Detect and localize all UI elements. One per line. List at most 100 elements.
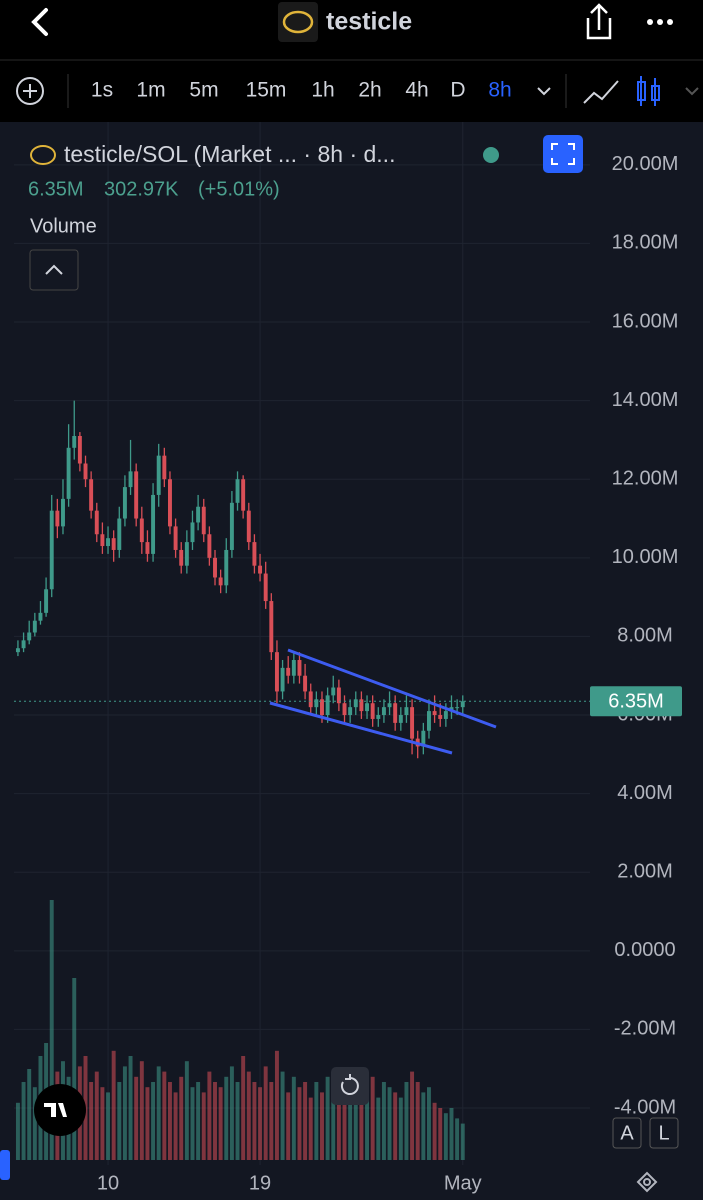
page-title: testicle (326, 8, 412, 36)
scale-button[interactable]: A (620, 1122, 634, 1144)
interval-button[interactable]: 4h (405, 79, 428, 102)
scale-button-frame[interactable] (612, 1117, 642, 1149)
candle-body (241, 479, 246, 511)
candle-body (151, 494, 156, 554)
chart-pane (0, 122, 703, 1200)
volume-bar (224, 1076, 229, 1160)
volume-bar (370, 1076, 375, 1160)
volume-bar (426, 1087, 431, 1160)
volume-bar (286, 1092, 291, 1160)
last-price-tag (590, 686, 682, 717)
candle-body (365, 703, 370, 712)
volume-bar (308, 1097, 313, 1160)
candle-body (235, 479, 240, 503)
interval-button[interactable]: 1m (136, 79, 165, 102)
y-tick-label: 4.00M (617, 782, 673, 804)
volume-bar (151, 1082, 156, 1160)
candle-body (252, 542, 257, 566)
candle-body (156, 455, 161, 495)
candle-body (460, 701, 465, 708)
volume-bar (139, 1061, 144, 1160)
chart-type-button[interactable] (637, 76, 660, 106)
volume-bar (438, 1108, 443, 1160)
volume-bar (421, 1092, 426, 1160)
volume-bar (297, 1087, 302, 1160)
interval-button[interactable]: 1s (91, 79, 113, 102)
volume-bar (320, 1092, 324, 1160)
volume-bar (15, 1102, 20, 1160)
volume-bar (167, 1082, 172, 1160)
volume-bar (201, 1092, 206, 1160)
candle-body (398, 715, 403, 723)
volume-bar (410, 1071, 415, 1160)
volume-bar (269, 1082, 274, 1160)
volume-bar (128, 1056, 133, 1160)
volume-bar (156, 1066, 161, 1160)
more-button[interactable] (647, 19, 673, 25)
interval-button[interactable]: 8h (488, 79, 511, 102)
fullscreen-button[interactable] (543, 135, 583, 173)
candle-body (432, 711, 437, 716)
back-button[interactable] (31, 8, 48, 36)
volume-bar (365, 1092, 370, 1160)
volume-bar (359, 1082, 364, 1160)
volume-bar (196, 1082, 201, 1160)
candle-body (139, 518, 144, 543)
settings-button[interactable] (636, 1171, 658, 1193)
volume-bar (387, 1087, 392, 1160)
y-tick-label: 20.00M (612, 153, 679, 175)
scale-button[interactable]: L (658, 1122, 669, 1144)
candle-body (258, 565, 263, 574)
candle-body (55, 510, 60, 527)
candle-body (370, 703, 375, 719)
interval-button[interactable]: 1h (311, 79, 334, 102)
interval-button[interactable]: 5m (189, 79, 218, 102)
candle-body (134, 471, 139, 519)
candle-body (49, 510, 54, 590)
candle-body (44, 589, 49, 613)
volume-bar (134, 1076, 139, 1160)
drawing-tool-button[interactable] (583, 80, 619, 104)
candle-body (291, 660, 296, 676)
interval-dropdown[interactable] (537, 87, 551, 96)
volume-bar (49, 900, 54, 1160)
volume-bar (455, 1118, 460, 1160)
volume-bar (229, 1066, 234, 1160)
market-status (483, 147, 499, 163)
volume-bar (381, 1082, 386, 1160)
interval-button[interactable]: 15m (246, 79, 287, 102)
volume-bar (404, 1082, 409, 1160)
chart-type-dropdown[interactable] (685, 87, 699, 96)
volume-bar (398, 1097, 403, 1160)
last-price-label: 6.35M (608, 691, 664, 713)
legend-symbol: testicle/SOL (Market ... · 8h · d... (64, 141, 395, 167)
candle-body (122, 487, 127, 519)
volume-bar (336, 1092, 341, 1160)
side-toggle[interactable] (0, 1150, 10, 1180)
share-button[interactable] (586, 3, 612, 40)
candle-body (404, 707, 409, 716)
volume-bar (235, 1082, 240, 1160)
volume-bar (342, 1082, 347, 1160)
candle-body (410, 707, 415, 739)
collapse-legend-button[interactable] (29, 249, 79, 291)
candle-body (117, 518, 122, 550)
candle-body (21, 640, 26, 649)
reset-button[interactable] (331, 1067, 369, 1105)
volume-bar (27, 1069, 32, 1160)
candle-body (246, 510, 251, 543)
add-indicator-button[interactable] (16, 77, 44, 105)
candle-body (308, 691, 313, 708)
scale-button-frame[interactable] (649, 1117, 679, 1149)
candle-body (32, 620, 37, 633)
volume-bar (32, 1087, 37, 1160)
interval-button[interactable]: D (450, 79, 465, 102)
y-tick-label: 16.00M (612, 310, 679, 332)
candle-body (320, 699, 324, 716)
candle-body (229, 502, 234, 550)
volume-bar (241, 1056, 246, 1160)
candle-body (201, 506, 206, 535)
candle-body (353, 699, 358, 708)
interval-button[interactable]: 2h (358, 79, 381, 102)
volume-bar (449, 1108, 454, 1160)
